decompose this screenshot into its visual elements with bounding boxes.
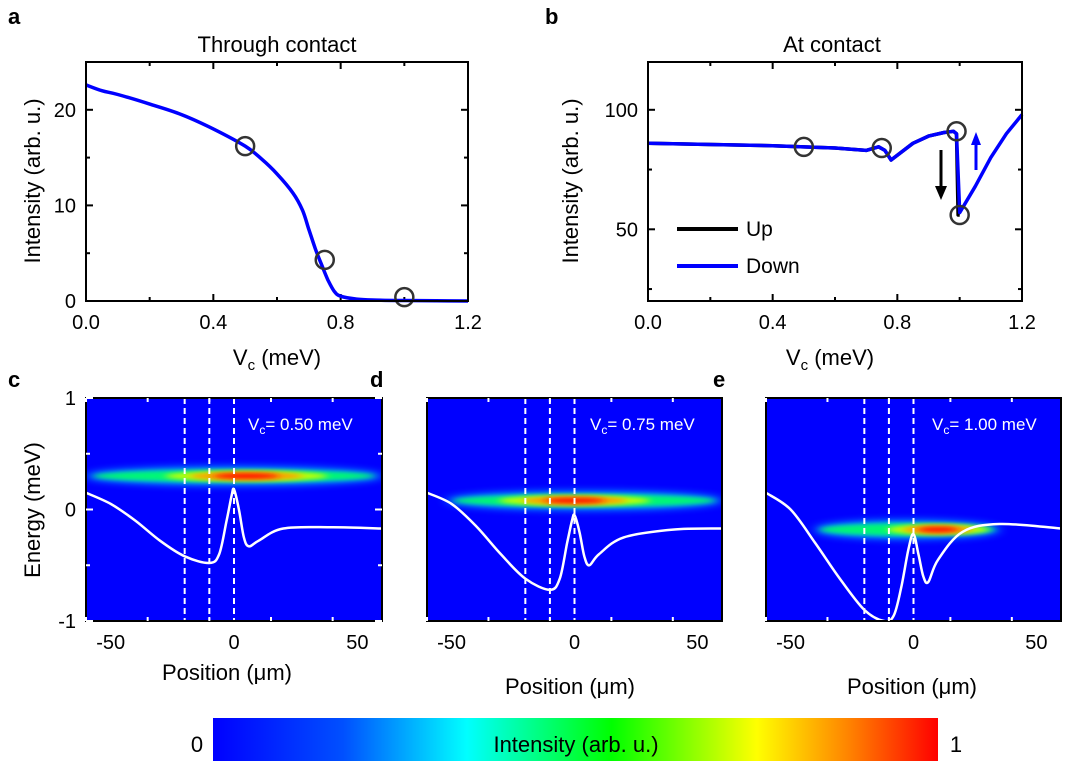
panel-a-series-1 <box>85 83 469 303</box>
colorbar-min-label: 0 <box>191 732 203 757</box>
panel-e-band-layer <box>917 526 959 533</box>
panel-a-ytick-label: 0 <box>65 291 76 313</box>
panel-d-xtick-label: 50 <box>686 632 708 654</box>
panel-d-ticks: -50 0 50 <box>426 398 709 654</box>
panel-b-xtick-label: 0.0 <box>634 312 662 334</box>
panel-c-band-layer <box>213 473 279 480</box>
panel-b-ylabel: Intensity (arb. u.) <box>558 98 583 263</box>
panel-c-xtick-label: 0 <box>228 632 239 654</box>
panel-c-xtick-label: -50 <box>96 632 125 654</box>
panel-b-ytick-label: 100 <box>605 100 638 122</box>
panel-b-xtick-label: 1.2 <box>1008 312 1036 334</box>
panel-d-xtick-label: 0 <box>569 632 580 654</box>
panel-e-frame <box>765 397 1062 622</box>
panel-label-a: a <box>8 4 21 29</box>
panel-b-xtick-label: 0.8 <box>883 312 911 334</box>
panel-c-ytick-label: 0 <box>65 500 76 522</box>
panel-b-marker-circle <box>871 137 892 159</box>
panel-c-ytick-label: 1 <box>65 388 76 410</box>
panel-a-xtick-label: 1.2 <box>454 312 482 334</box>
panel-a-marker-circle <box>234 135 256 157</box>
panel-c-annotation: Vc= 0.50 meV <box>248 415 353 437</box>
panel-e: Vc= 1.00 meV Position (μm) -50 0 50 <box>765 397 1062 699</box>
panel-b-marker-circle <box>946 121 967 142</box>
panel-e-xtick-label: -50 <box>776 632 805 654</box>
panel-c-xtick-label: 50 <box>346 632 368 654</box>
panel-b: At contact 0.0 0.4 0.8 1.2 50 100 Intensity (… <box>558 32 1036 374</box>
panel-e-annotation: Vc= 1.00 meV <box>932 415 1037 437</box>
panel-e-xtick-label: 0 <box>908 632 919 654</box>
panel-c-xlabel: Position (μm) <box>162 660 292 685</box>
panel-b-xtick-label: 0.4 <box>759 312 787 334</box>
panel-a-xtick-label: 0.8 <box>327 312 355 334</box>
panel-c: Vc= 0.50 meV Energy (meV) Position (μm) … <box>20 388 383 685</box>
panel-b-xlabel: Vc (meV) <box>786 345 874 374</box>
panel-label-c: c <box>8 367 20 392</box>
panel-b-legend: Up Down <box>677 218 800 278</box>
colorbar-gradient <box>213 718 938 761</box>
colorbar: 0 Intensity (arb. u.) 1 <box>191 718 962 761</box>
panel-e-xtick-label: 50 <box>1025 632 1047 654</box>
panel-d-frame <box>426 397 723 622</box>
panel-d-xlabel: Position (μm) <box>505 674 635 699</box>
panel-a-title: Through contact <box>198 32 357 57</box>
panel-b-series-down <box>647 113 1024 215</box>
panel-a-ylabel: Intensity (arb. u.) <box>20 98 45 263</box>
colorbar-max-label: 1 <box>950 732 962 757</box>
panel-label-b: b <box>545 4 558 29</box>
panel-e-xlabel: Position (μm) <box>847 674 977 699</box>
panel-b-marker-circle <box>793 136 815 158</box>
panel-a-xtick-label: 0.0 <box>72 312 100 334</box>
panel-d-potential-curve <box>427 491 722 592</box>
panel-a-ytick-label: 20 <box>54 100 76 122</box>
panel-e-potential-curve <box>766 491 1061 621</box>
legend-up-label: Up <box>746 218 773 241</box>
panel-d-xtick-label: -50 <box>437 632 466 654</box>
panel-d: Vc= 0.75 meV Position (μm) -50 0 50 <box>426 397 723 699</box>
panel-a: Through contact 0.0 0.4 0.8 1.2 0 10 20 Intens… <box>20 32 482 374</box>
down-arrow-head <box>935 186 947 200</box>
panel-d-annotation: Vc= 0.75 meV <box>590 415 695 437</box>
panel-a-xlabel: Vc (meV) <box>233 345 321 374</box>
panel-b-ytick-label: 50 <box>616 219 638 241</box>
panel-e-ticks: -50 0 50 <box>765 398 1048 654</box>
panel-b-marker-circle <box>949 204 970 226</box>
panel-a-frame <box>85 61 469 302</box>
panel-c-potential-curve <box>86 487 382 565</box>
panel-label-e: e <box>713 367 725 392</box>
panel-b-frame <box>647 61 1023 302</box>
colorbar-label: Intensity (arb. u.) <box>493 732 658 757</box>
panel-a-xtick-label: 0.4 <box>199 312 227 334</box>
panel-a-ytick-label: 10 <box>54 195 76 217</box>
panel-b-title: At contact <box>783 32 881 57</box>
panel-a-marker-circle <box>314 249 335 271</box>
panel-label-d: d <box>370 367 383 392</box>
panel-c-ticks: -50 0 50 -1 0 1 <box>58 388 382 654</box>
panel-b-arrows <box>935 132 981 200</box>
panel-c-ylabel: Energy (meV) <box>20 442 45 578</box>
panel-a-marker-circle <box>394 286 415 308</box>
legend-down-label: Down <box>746 255 800 278</box>
up-arrow-head <box>971 132 981 145</box>
panel-c-ytick-label: -1 <box>58 611 76 633</box>
